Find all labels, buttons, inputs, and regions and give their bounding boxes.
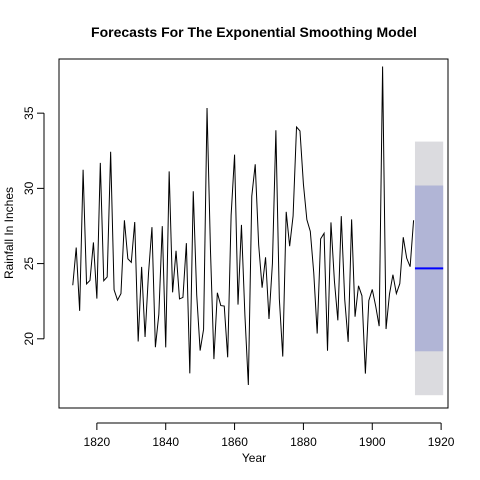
x-tick-label: 1860: [221, 435, 248, 449]
plot-frame: [58, 58, 449, 409]
x-tick-label: 1880: [290, 435, 317, 449]
axes: 1820 1840 1860 1880 1900 1920 20 25 30 35: [22, 106, 455, 449]
y-tick-label: 35: [22, 106, 36, 120]
y-tick-label: 20: [22, 332, 36, 346]
x-tick-label: 1900: [359, 435, 386, 449]
x-tick-label: 1920: [428, 435, 455, 449]
x-axis-label: Year: [242, 451, 266, 465]
x-tick-label: 1820: [84, 435, 111, 449]
y-axis-label: Rainfall In Inches: [2, 187, 16, 279]
plot-area: [72, 66, 444, 396]
x-tick-label: 1840: [152, 435, 179, 449]
y-tick-label: 30: [22, 181, 36, 195]
series-line-0: [72, 66, 415, 386]
chart-title: Forecasts For The Exponential Smoothing …: [91, 24, 417, 40]
y-tick-label: 25: [22, 257, 36, 271]
